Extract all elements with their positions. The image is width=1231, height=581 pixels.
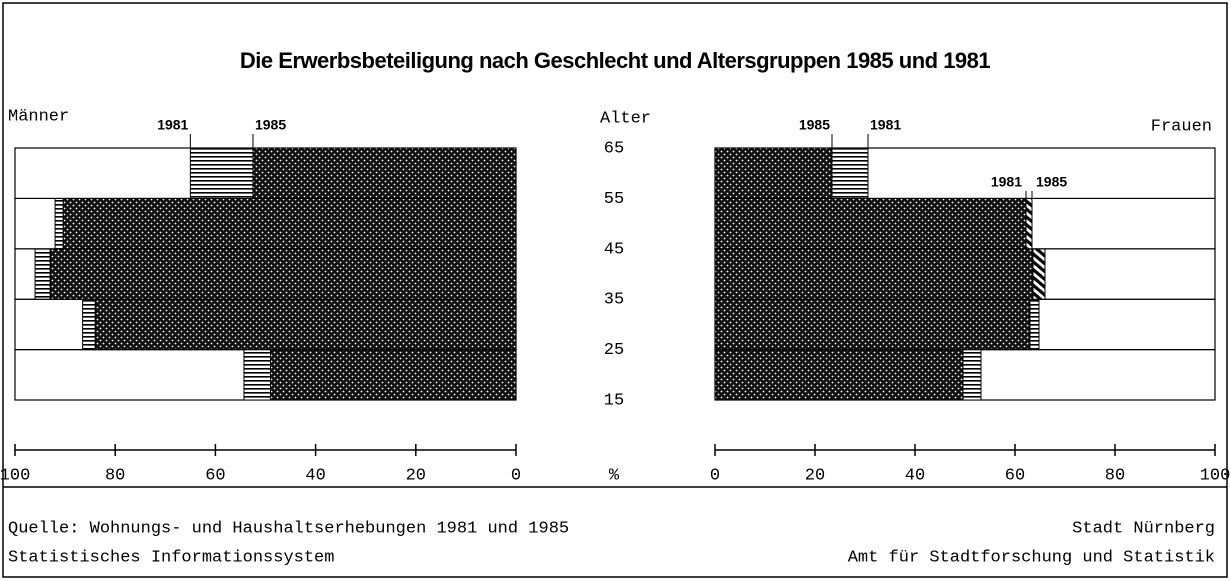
series-label: 1981: [991, 174, 1022, 190]
footer-office: Amt für Stadtforschung und Statistik: [848, 548, 1215, 567]
footer-city: Stadt Nürnberg: [1072, 519, 1215, 538]
x-tick-label: 60: [1005, 466, 1025, 485]
y-tick-label: 65: [604, 139, 624, 158]
bar-common: [714, 349, 964, 401]
x-tick-label: 40: [305, 466, 325, 485]
x-tick-label: 60: [205, 466, 225, 485]
y-tick-label: 55: [604, 190, 624, 209]
bar-common: [714, 298, 1031, 351]
x-tick-label: 0: [710, 466, 720, 485]
bar-difference: [962, 349, 982, 401]
bar-difference: [34, 248, 51, 300]
series-label: 1985: [255, 117, 286, 133]
bar-common: [62, 197, 517, 250]
bar-difference: [82, 298, 96, 351]
series-label: 1985: [799, 117, 830, 133]
bar-common: [270, 349, 517, 401]
x-tick-label: 100: [0, 466, 30, 485]
y-axis-label: Alter: [600, 109, 651, 128]
x-tick-label: 80: [105, 466, 125, 485]
x-tick-label: 20: [805, 466, 825, 485]
bar-difference: [54, 197, 64, 250]
bar-common: [94, 298, 517, 351]
bar-difference: [243, 349, 272, 401]
panel-label: Frauen: [1151, 117, 1212, 136]
y-tick-label: 35: [604, 291, 624, 310]
x-tick-label: 100: [1200, 466, 1231, 485]
bar-common: [714, 197, 1027, 250]
y-tick-label: 15: [604, 391, 624, 410]
chart-title: Die Erwerbsbeteiligung nach Geschlecht u…: [240, 48, 991, 73]
bar-common: [252, 147, 517, 199]
bar-difference: [1029, 298, 1040, 351]
bar-difference: [1025, 197, 1033, 250]
x-tick-label: 40: [905, 466, 925, 485]
series-label: 1985: [1036, 174, 1067, 190]
footer-source: Quelle: Wohnungs- und Haushaltserhebunge…: [8, 519, 569, 538]
bar-difference: [831, 147, 869, 199]
y-tick-label: 25: [604, 341, 624, 360]
x-tick-label: 80: [1105, 466, 1125, 485]
x-unit: %: [609, 466, 620, 485]
panel-label: Männer: [8, 107, 69, 126]
series-label: 1981: [157, 117, 188, 133]
x-tick-label: 0: [511, 466, 521, 485]
y-tick-label: 45: [604, 240, 624, 259]
series-label: 1981: [870, 117, 901, 133]
bar-difference: [1032, 248, 1046, 300]
bar-common: [714, 147, 833, 199]
bar-common: [714, 248, 1034, 300]
bar-common: [49, 248, 517, 300]
footer-system: Statistisches Informationssystem: [8, 548, 334, 567]
bar-difference: [189, 147, 254, 199]
x-tick-label: 20: [406, 466, 426, 485]
